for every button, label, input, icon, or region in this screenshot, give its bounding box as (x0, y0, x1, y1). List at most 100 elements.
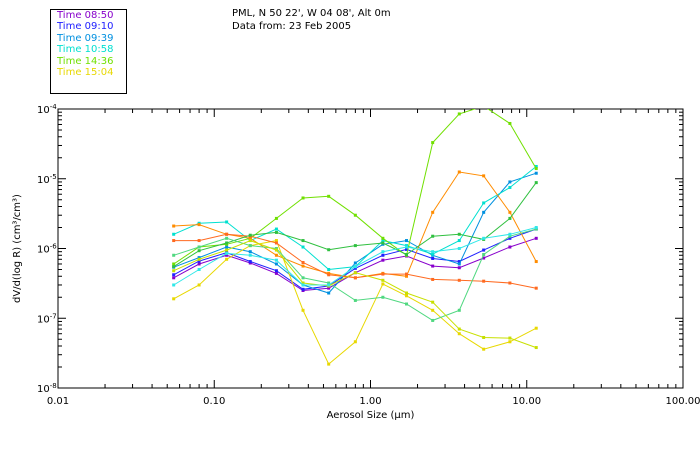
data-point (225, 232, 229, 236)
data-point (534, 326, 538, 330)
data-point (508, 245, 512, 249)
data-point (327, 248, 331, 252)
data-point (197, 267, 201, 271)
data-point (225, 245, 229, 249)
legend-item-0939: Time 09:39 (57, 32, 114, 44)
data-point (534, 286, 538, 290)
data-point (431, 256, 435, 260)
data-point (482, 210, 486, 214)
data-point (508, 234, 512, 238)
data-point (457, 260, 461, 264)
data-point (197, 259, 201, 263)
plot-frame (57, 108, 684, 389)
data-point (508, 336, 512, 340)
data-point (248, 239, 252, 243)
y-axis-label: dV/d(log R) (cm³/cm³) (12, 194, 23, 303)
data-point (327, 267, 331, 271)
data-point (431, 277, 435, 281)
axis-ticks (57, 108, 684, 389)
data-point (482, 256, 486, 260)
data-point (405, 272, 409, 276)
data-point (274, 239, 278, 243)
data-point (534, 346, 538, 350)
data-point (431, 300, 435, 304)
data-point (197, 223, 201, 227)
data-point (248, 233, 252, 237)
data-point (225, 253, 229, 257)
y-tick-label: 10-4 (37, 103, 57, 116)
data-point (381, 282, 385, 286)
x-tick-label: 0.10 (203, 396, 225, 407)
data-point (405, 245, 409, 249)
data-point (301, 276, 305, 280)
data-point (431, 141, 435, 145)
data-point (534, 227, 538, 231)
data-point (248, 253, 252, 257)
data-point (225, 251, 229, 255)
data-point (431, 318, 435, 322)
y-tick-label: 10-7 (37, 312, 57, 325)
data-point (248, 250, 252, 254)
data-point (457, 278, 461, 282)
data-point (327, 281, 331, 285)
series-line-4 (173, 109, 537, 265)
legend-item-1058: Time 10:58 (57, 44, 114, 56)
data-point (534, 236, 538, 240)
data-point (327, 286, 331, 290)
data-point (405, 239, 409, 243)
data-point (172, 262, 176, 266)
data-point (225, 236, 229, 240)
data-point (225, 241, 229, 245)
y-tick-label: 10-6 (37, 243, 57, 256)
data-point (248, 260, 252, 264)
data-point (353, 261, 357, 265)
data-point (172, 224, 176, 228)
legend-item-0850: Time 08:50 (57, 10, 114, 21)
data-point (301, 281, 305, 285)
data-point (405, 291, 409, 295)
data-point (301, 287, 305, 291)
data-point (482, 105, 485, 108)
data-point (225, 220, 229, 224)
data-point (353, 213, 357, 217)
data-point (508, 232, 512, 236)
data-point (172, 253, 176, 257)
data-point (197, 257, 201, 261)
data-point (482, 236, 486, 240)
data-point (457, 232, 461, 236)
data-point (172, 239, 176, 243)
chart-title: PML, N 50 22', W 04 08', Alt 0m (232, 8, 391, 19)
series-layer (172, 105, 538, 366)
data-point (301, 308, 305, 312)
data-point (274, 271, 278, 275)
data-point (482, 279, 486, 283)
data-point (274, 227, 278, 231)
data-point (381, 250, 385, 254)
data-point (508, 236, 512, 240)
data-point (301, 264, 305, 268)
data-point (482, 253, 486, 257)
data-point (431, 252, 435, 256)
data-point (508, 216, 512, 220)
data-point (457, 308, 461, 312)
data-point (457, 266, 461, 270)
data-point (508, 121, 512, 125)
data-point (431, 234, 435, 238)
data-point (327, 273, 331, 277)
legend: Time 08:50 Time 09:10 Time 09:39 Time 10… (50, 9, 127, 94)
y-tick-label: 10-8 (37, 382, 57, 395)
data-point (381, 241, 385, 245)
data-point (381, 236, 385, 240)
data-point (248, 244, 252, 248)
y-tick-label: 10-5 (37, 173, 57, 186)
data-point (274, 253, 278, 257)
data-point (353, 244, 357, 248)
x-axis-label: Aerosol Size (μm) (327, 410, 415, 421)
data-point (172, 269, 176, 273)
data-point (482, 248, 486, 252)
data-point (172, 265, 176, 269)
data-point (225, 248, 229, 252)
data-point (381, 258, 385, 262)
data-point (381, 239, 385, 243)
data-point (431, 264, 435, 268)
